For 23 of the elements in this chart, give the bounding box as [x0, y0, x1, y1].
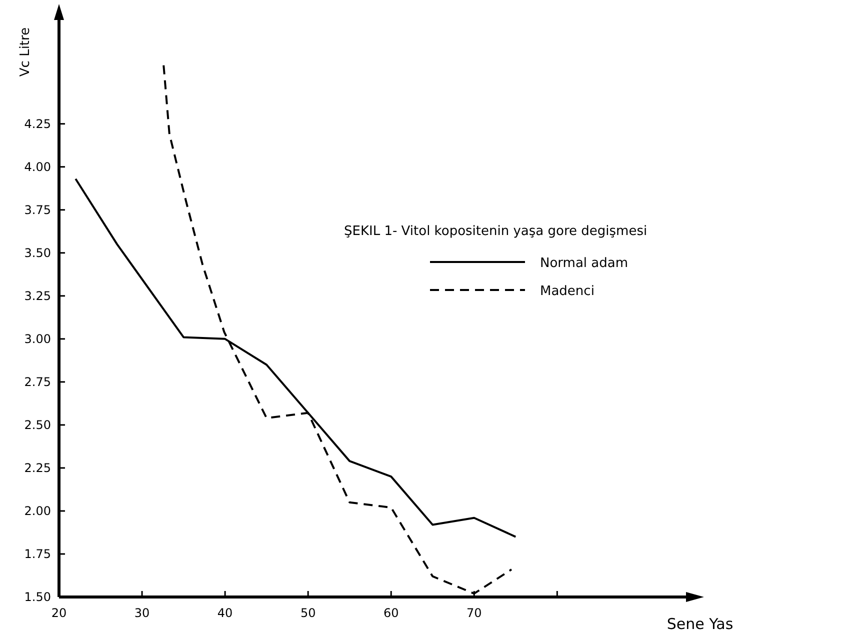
y-tick-label: 1.75	[24, 546, 51, 561]
y-tick-label: 2.25	[24, 460, 51, 475]
y-tick-label: 3.50	[24, 246, 51, 260]
text: ŞEKIL 1- Vitol kopositenin yaşa gore degişmesi	[344, 224, 648, 239]
y-tick-label: 2.00	[24, 504, 51, 518]
y-axis-title: Vc Litre	[18, 27, 33, 77]
x-tick-label: 20	[51, 606, 67, 620]
y-tick-label: 2.75	[24, 374, 51, 389]
text: Madenci	[540, 284, 594, 299]
y-tick-label: 3.75	[24, 202, 51, 217]
x-tick-label: 50	[300, 606, 316, 620]
y-tick-label: 3.25	[24, 288, 51, 303]
x-axis-title: Sene Yas	[666, 615, 734, 633]
text: Normal adam	[540, 256, 628, 271]
x-tick-label: 30	[134, 606, 150, 620]
x-tick-label: 70	[466, 606, 482, 620]
y-tick-label: 4.00	[24, 160, 51, 174]
y-tick-label: 3.00	[24, 332, 51, 346]
y-tick-label: 1.50	[24, 590, 51, 604]
x-tick-label: 60	[383, 606, 399, 620]
y-tick-label: 2.50	[24, 418, 51, 432]
y-tick-label: 4.25	[24, 116, 51, 131]
x-tick-label: 40	[217, 606, 233, 620]
